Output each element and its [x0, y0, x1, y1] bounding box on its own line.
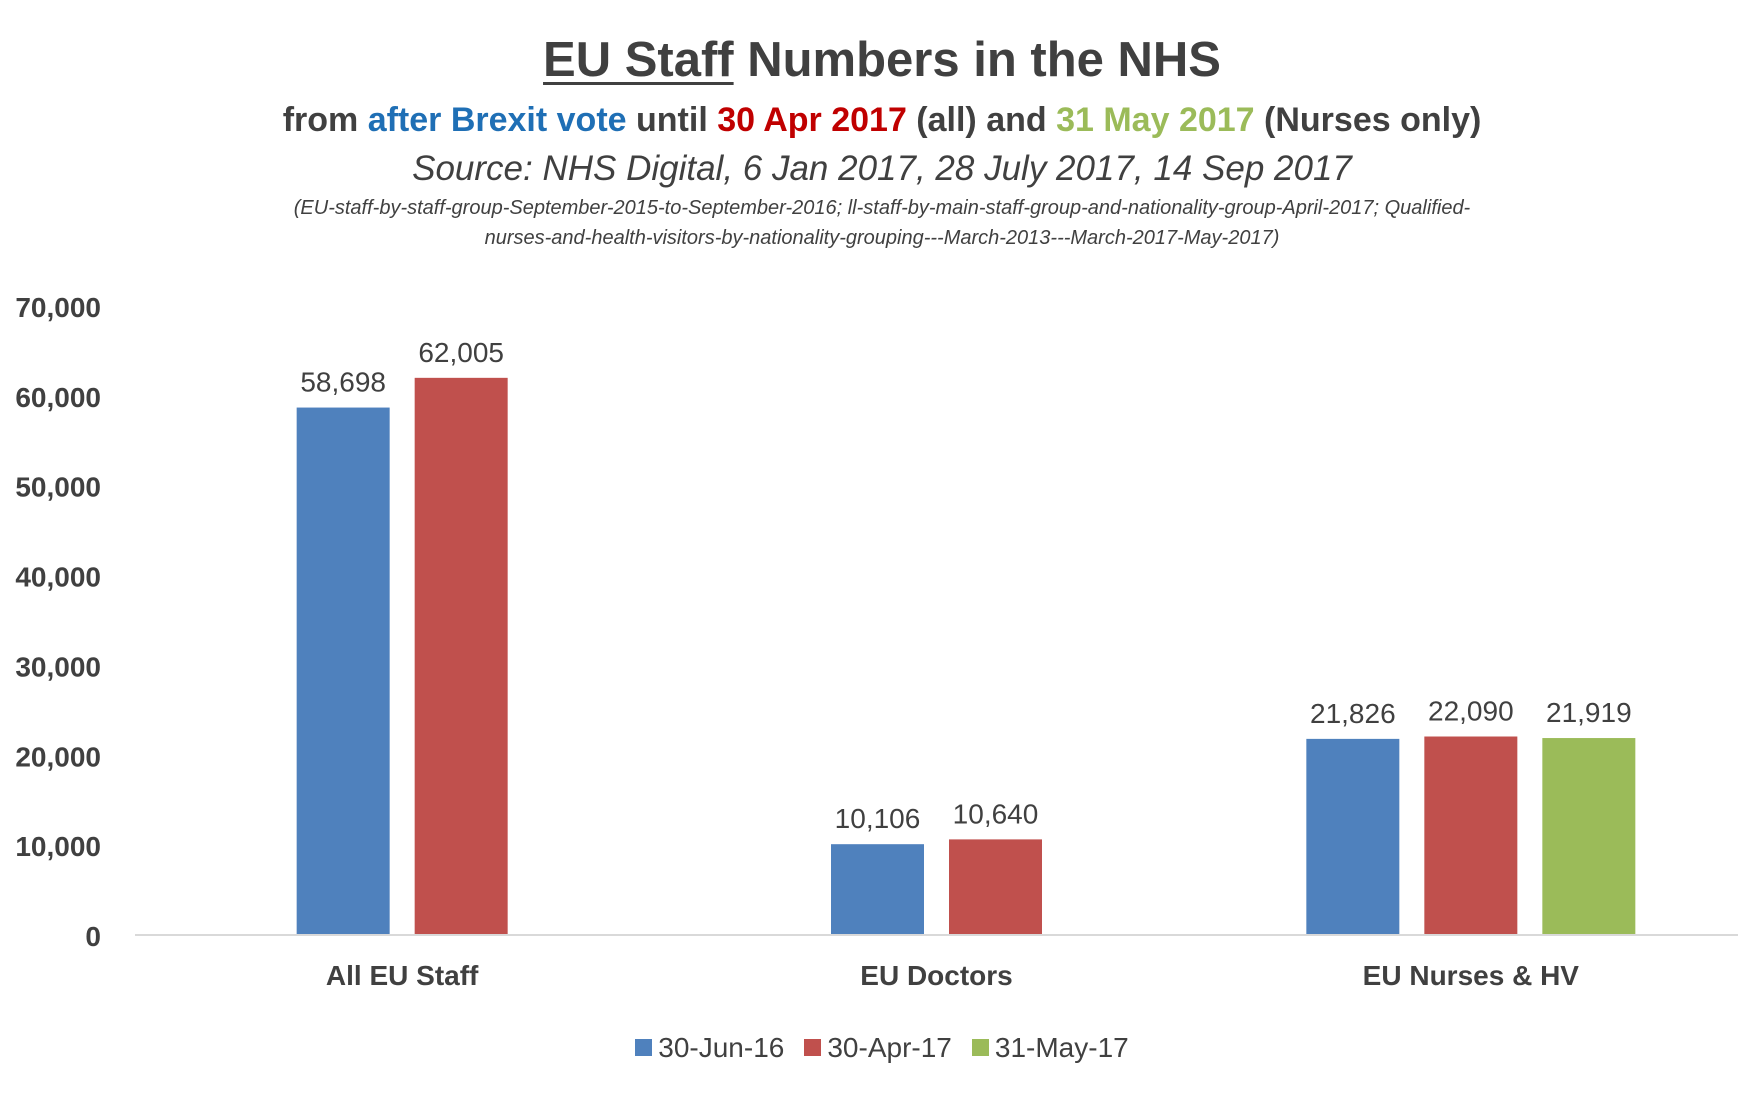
- y-tick-label: 10,000: [15, 831, 101, 862]
- chart-source: Source: NHS Digital, 6 Jan 2017, 28 July…: [412, 149, 1352, 188]
- subtitle-apr-date: 30 Apr 2017: [717, 101, 907, 139]
- x-category-label: EU Nurses & HV: [1363, 960, 1580, 991]
- references-line-2: nurses-and-health-visitors-by-nationalit…: [484, 227, 1280, 249]
- chart-title: EU Staff Numbers in the NHS: [0, 30, 1764, 90]
- y-tick-label: 70,000: [15, 292, 101, 323]
- subtitle-part: (Nurses only): [1254, 101, 1482, 139]
- chart-source-references: (EU-staff-by-staff-group-September-2015-…: [180, 193, 1584, 253]
- bar: [1424, 736, 1518, 935]
- legend-swatch: [971, 1039, 989, 1056]
- legend-label: 30-Jun-16: [658, 1032, 785, 1063]
- legend-item: 31-May-17: [971, 1032, 1129, 1064]
- legend-label: 31-May-17: [994, 1032, 1129, 1063]
- bar-data-label: 21,919: [1546, 697, 1632, 728]
- bar: [296, 407, 390, 936]
- y-tick-label: 30,000: [15, 651, 101, 682]
- subtitle-brexit: after Brexit vote: [367, 101, 627, 139]
- bar: [1306, 738, 1400, 935]
- subtitle-part: from: [282, 101, 368, 139]
- y-tick-label: 0: [85, 921, 101, 952]
- subtitle-may-date: 31 May 2017: [1056, 101, 1255, 139]
- bar: [831, 844, 924, 935]
- bar: [949, 839, 1042, 935]
- x-axis-category-labels: All EU Staff EU Doctors EU Nurses & HV: [326, 960, 1579, 991]
- y-tick-label: 40,000: [15, 562, 101, 593]
- bar-data-label: 10,640: [953, 798, 1039, 829]
- bar-data-label: 10,106: [835, 803, 921, 834]
- bars: 58,698 62,005 10,106 10,640 21,826 22,090 21,9…: [296, 337, 1636, 936]
- y-axis-tick-labels: 0 10,000 20,000 30,000 40,000 50,000 60,000 70,…: [15, 292, 101, 952]
- x-category-label: EU Doctors: [860, 960, 1012, 991]
- bar-data-label: 58,698: [300, 367, 386, 398]
- bar: [414, 377, 508, 935]
- y-tick-label: 50,000: [15, 472, 101, 503]
- bar-chart: 0 10,000 20,000 30,000 40,000 50,000 60,000 70,…: [15, 292, 1738, 991]
- references-line-1: (EU-staff-by-staff-group-September-2015-…: [293, 197, 1471, 219]
- chart-subtitle: from after Brexit vote until 30 Apr 2017…: [0, 98, 1764, 142]
- legend-swatch: [635, 1039, 653, 1056]
- chart-title-underlined: EU Staff: [543, 33, 734, 87]
- subtitle-part: (all) and: [906, 101, 1057, 139]
- bar-data-label: 22,090: [1428, 696, 1514, 727]
- bar-data-label: 21,826: [1310, 698, 1396, 729]
- bar: [1542, 738, 1636, 935]
- legend-item: 30-Apr-17: [804, 1032, 952, 1064]
- legend-item: 30-Jun-16: [635, 1032, 784, 1064]
- x-category-label: All EU Staff: [326, 960, 479, 991]
- y-tick-label: 20,000: [15, 741, 101, 772]
- legend-label: 30-Apr-17: [827, 1032, 952, 1063]
- y-tick-label: 60,000: [15, 382, 101, 413]
- chart-title-rest: Numbers in the NHS: [747, 33, 1221, 87]
- chart-legend: 30-Jun-16 30-Apr-17 31-May-17: [0, 1032, 1764, 1064]
- bar-data-label: 62,005: [418, 337, 504, 368]
- subtitle-part: until: [626, 101, 718, 139]
- legend-swatch: [804, 1039, 822, 1056]
